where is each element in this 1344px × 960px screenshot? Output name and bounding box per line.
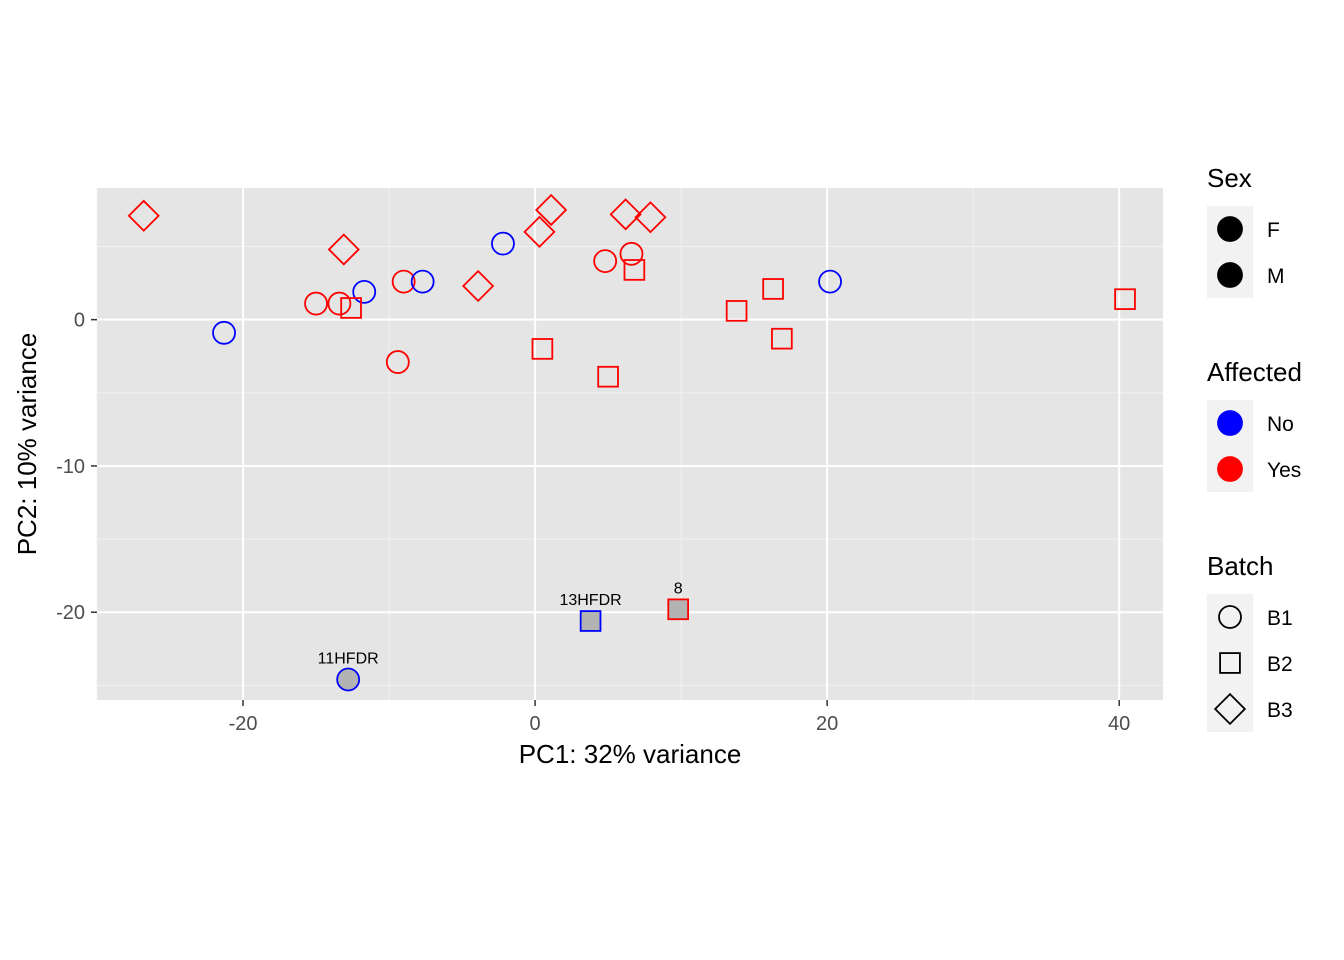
point-label: 8 xyxy=(674,580,683,597)
y-tick-label: -20 xyxy=(56,602,85,624)
data-point xyxy=(352,279,377,304)
data-point xyxy=(304,291,328,316)
legend-key xyxy=(1213,692,1247,726)
data-point xyxy=(818,269,842,294)
data-point xyxy=(340,297,362,319)
legend-title: Batch xyxy=(1207,551,1274,581)
data-point xyxy=(619,241,644,266)
legend-key xyxy=(1218,605,1242,629)
data-point xyxy=(623,259,646,281)
data-point xyxy=(535,193,568,227)
data-point xyxy=(1114,288,1136,310)
data-point xyxy=(634,201,667,234)
legend: Sex FM Affected No Yes Batch B1 B2 B3 xyxy=(1207,163,1302,732)
y-tick-label: -10 xyxy=(56,456,85,478)
y-tick-label: 0 xyxy=(74,310,85,332)
data-point xyxy=(771,327,793,350)
grid-major xyxy=(97,188,1163,700)
point-label: 11HFDR xyxy=(318,651,379,668)
x-tick-label: -20 xyxy=(229,713,258,735)
data-point xyxy=(667,598,689,621)
panel-background xyxy=(97,188,1163,700)
data-point xyxy=(609,198,642,231)
data-point xyxy=(462,269,495,303)
legend-label: B2 xyxy=(1267,653,1293,676)
data-point xyxy=(127,199,160,232)
grid-minor xyxy=(96,188,1163,700)
data-point xyxy=(593,249,618,274)
data-point xyxy=(491,231,515,256)
data-point xyxy=(762,278,784,300)
point-labels: 11HFDR 13HFDR 8 xyxy=(318,580,683,667)
data-point xyxy=(579,610,602,632)
data-point xyxy=(597,365,619,388)
legend-label: B3 xyxy=(1267,699,1293,722)
legend-key xyxy=(1219,652,1241,674)
data-point xyxy=(523,215,556,249)
x-tick-label: 0 xyxy=(530,713,541,735)
legend-title: Affected xyxy=(1207,357,1302,387)
legend-key xyxy=(1217,410,1243,436)
data-point xyxy=(212,320,236,345)
legend-key xyxy=(1217,216,1243,242)
data-point xyxy=(336,667,361,692)
y-axis-title: PC2: 10% variance xyxy=(12,333,42,556)
legend-key xyxy=(1217,456,1243,482)
x-tick-label: 20 xyxy=(816,713,838,735)
y-axis-ticks: -20 -10 0 xyxy=(56,310,97,624)
data-point xyxy=(327,291,352,316)
data-point xyxy=(410,269,435,294)
legend-title: Sex xyxy=(1207,163,1252,193)
data-point xyxy=(391,269,416,294)
legend-label: F xyxy=(1267,219,1280,242)
legend-label: No xyxy=(1267,413,1294,436)
data-point xyxy=(385,350,410,374)
x-tick-label: 40 xyxy=(1108,713,1130,735)
legend-label: M xyxy=(1267,265,1285,288)
point-label: 13HFDR xyxy=(559,592,621,609)
legend-key-background xyxy=(1207,594,1253,732)
data-point xyxy=(327,233,360,266)
legend-key xyxy=(1217,262,1243,288)
x-axis-ticks: -20 0 20 40 xyxy=(229,700,1130,735)
data-point xyxy=(531,338,554,360)
legend-label: Yes xyxy=(1267,459,1301,482)
x-axis-title: PC1: 32% variance xyxy=(519,739,742,769)
data-point xyxy=(725,300,748,322)
data-points xyxy=(127,193,1136,692)
legend-label: B1 xyxy=(1267,607,1293,630)
